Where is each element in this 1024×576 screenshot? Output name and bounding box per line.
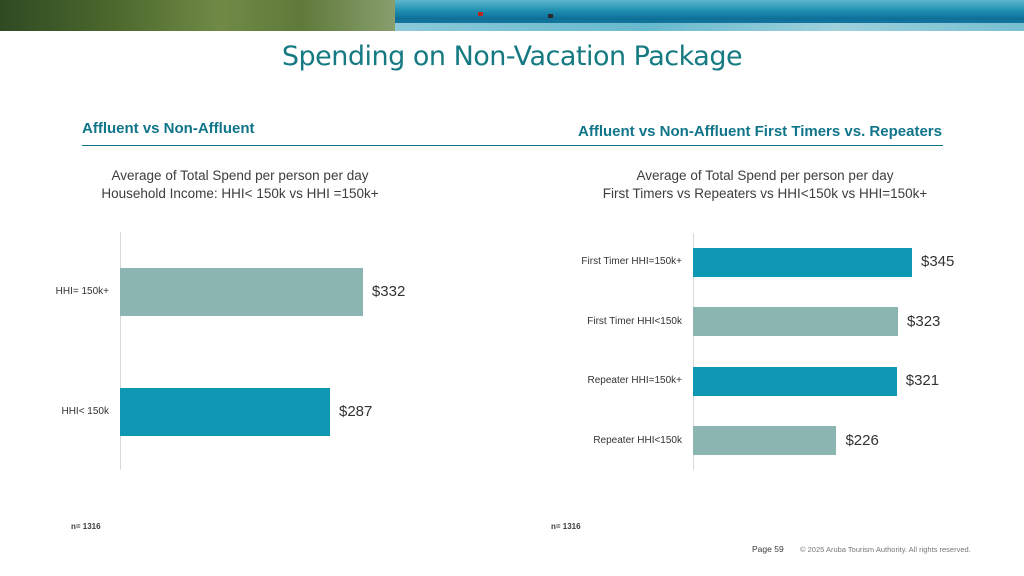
chart-axis-line	[120, 232, 121, 470]
left-subtitle-line2: Household Income: HHI< 150k vs HHI =150k…	[101, 186, 379, 201]
page-number: Page 59	[752, 544, 784, 554]
section-divider	[82, 145, 943, 146]
chart-axis-line	[693, 233, 694, 470]
right-subtitle-line2: First Timers vs Repeaters vs HHI<150k vs…	[602, 186, 928, 201]
bar	[693, 307, 899, 336]
banner-shoreline	[0, 0, 400, 31]
left-sample-size-note: n= 1316	[71, 522, 101, 531]
data-label: $332	[371, 283, 406, 300]
banner-surf	[395, 23, 1024, 31]
bar	[120, 388, 330, 436]
header-banner-image	[0, 0, 1024, 31]
data-label: $323	[907, 312, 941, 330]
right-sample-size-note: n= 1316	[551, 522, 581, 531]
right-subtitle-line1: Average of Total Spend per person per da…	[636, 168, 894, 183]
bar	[693, 247, 912, 277]
left-section-title: Affluent vs Non-Affluent	[82, 120, 255, 137]
left-chart-subtitle: Average of Total Spend per person per da…	[60, 167, 420, 203]
bar	[693, 366, 897, 396]
left-subtitle-line1: Average of Total Spend per person per da…	[111, 168, 369, 183]
category-label: First Timer HHI=150k+	[581, 256, 682, 267]
category-label: HHI= 150k+	[55, 286, 109, 297]
bar	[120, 268, 363, 316]
page-title: Spending on Non-Vacation Package	[281, 41, 743, 72]
bar	[693, 426, 837, 455]
right-chart-subtitle: Average of Total Spend per person per da…	[560, 167, 970, 203]
data-label: $321	[905, 372, 940, 389]
data-label: $287	[339, 403, 373, 420]
right-section-title: Affluent vs Non-Affluent First Timers vs…	[578, 123, 942, 140]
copyright-notice: © 2025 Aruba Tourism Authority. All righ…	[800, 545, 971, 554]
data-label: $345	[921, 253, 955, 270]
category-label: First Timer HHI<150k	[587, 315, 682, 327]
banner-boat	[478, 12, 483, 16]
data-label: $226	[845, 431, 879, 449]
category-label: Repeater HHI=150k+	[587, 375, 682, 386]
banner-boat	[548, 14, 553, 18]
category-label: Repeater HHI<150k	[593, 434, 682, 446]
category-label: HHI< 150k	[61, 406, 109, 417]
